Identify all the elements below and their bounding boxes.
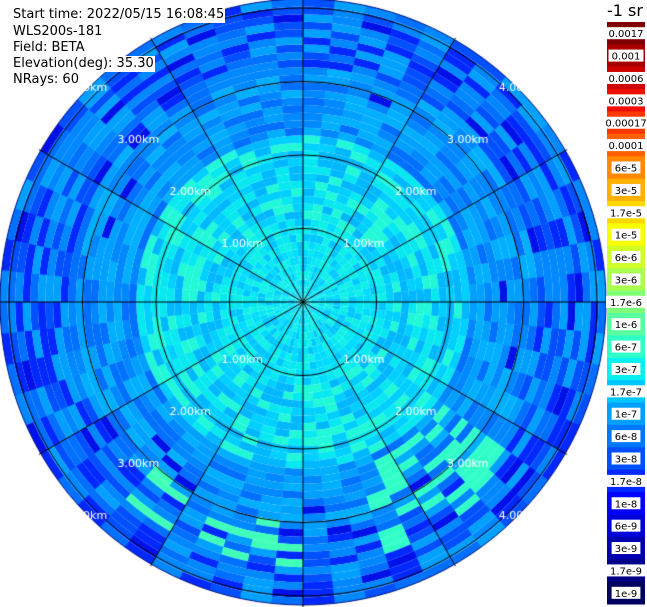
colorbar-label-bg: [606, 385, 647, 398]
colorbar-label: 3e-5: [615, 186, 638, 197]
colorbar-label-bg: [611, 340, 641, 353]
colorbar: -1 sr 0.0017 0.001 0.0006 0.0003 0.00017 0.000…: [606, 1, 647, 605]
colorbar-label: 1.7e-7: [610, 387, 642, 398]
colorbar-label: 0.001: [612, 52, 641, 63]
colorbar-label: 1.7e-5: [610, 208, 642, 219]
colorbar-label-bg: [611, 161, 641, 174]
start-time-text: Start time: 2022/05/15 16:08:45: [12, 7, 226, 23]
colorbar-label: 0.0003: [609, 96, 644, 107]
colorbar-label-bg: [606, 94, 647, 107]
colorbar-label: 1.7e-8: [610, 477, 642, 488]
colorbar-label: 1e-8: [615, 499, 638, 510]
colorbar-label: 0.0006: [609, 74, 644, 85]
colorbar-label-bg: [611, 362, 641, 375]
colorbar-label-bg: [606, 206, 647, 219]
colorbar-label: 1e-5: [615, 231, 638, 242]
colorbar-label: 0.0017: [609, 29, 644, 40]
colorbar-label-bg: [608, 49, 644, 62]
colorbar-label-bg: [606, 295, 647, 308]
device-text: WLS200s-181: [12, 24, 104, 40]
colorbar-label: 3e-6: [615, 275, 638, 286]
colorbar-label-bg: [606, 27, 647, 40]
colorbar-label-bg: [611, 430, 641, 443]
colorbar-label: 1e-7: [615, 410, 638, 421]
colorbar-label-bg: [611, 542, 641, 555]
colorbar-label-bg: [611, 273, 641, 286]
colorbar-label-bg: [606, 139, 647, 152]
colorbar-label: 0.00017: [606, 119, 647, 130]
colorbar-label-bg: [611, 407, 641, 420]
colorbar-label: 3e-7: [615, 365, 638, 376]
colorbar-label: 1.7e-6: [610, 298, 642, 309]
colorbar-label-bg: [611, 586, 641, 599]
colorbar-label: 6e-5: [615, 164, 638, 175]
field-text: Field: BETA: [12, 40, 86, 56]
colorbar-label: 6e-8: [615, 432, 638, 443]
colorbar-label-bg: [606, 474, 647, 487]
colorbar-label: 1.7e-9: [610, 566, 642, 577]
colorbar-label-bg: [606, 71, 647, 84]
colorbar-label: 3e-8: [615, 455, 638, 466]
colorbar-label: 0.0001: [609, 141, 644, 152]
colorbar-label-bg: [606, 116, 647, 129]
colorbar-label: 1e-6: [615, 320, 638, 331]
colorbar-label: 6e-6: [615, 253, 638, 264]
colorbar-label-bg: [611, 251, 641, 264]
colorbar-label-bg: [611, 183, 641, 196]
colorbar-label: 6e-9: [615, 522, 638, 533]
colorbar-label-bg: [611, 519, 641, 532]
colorbar-unit: -1 sr: [607, 1, 643, 20]
nrays-text: NRays: 60: [12, 72, 80, 88]
colorbar-label-bg: [611, 497, 641, 510]
colorbar-label: 1e-9: [615, 589, 638, 600]
colorbar-label-bg: [611, 228, 641, 241]
elevation-text: Elevation(deg): 35.30: [12, 56, 155, 72]
colorbar-label-bg: [611, 452, 641, 465]
colorbar-label-bg: [611, 318, 641, 331]
colorbar-label: 6e-7: [615, 343, 638, 354]
colorbar-label: 3e-9: [615, 544, 638, 555]
colorbar-label-bg: [606, 564, 647, 577]
